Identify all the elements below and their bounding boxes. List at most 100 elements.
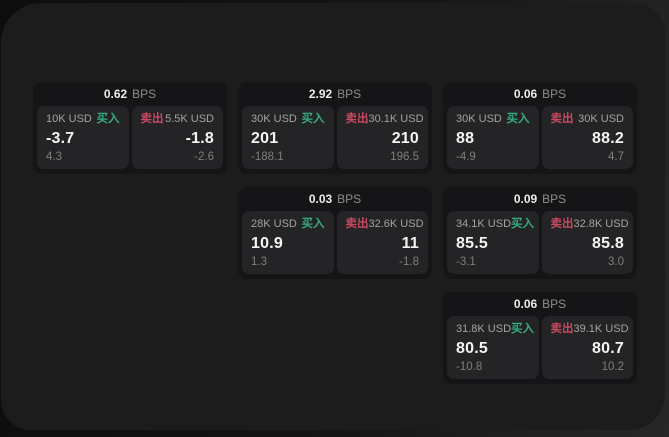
sell-price: 11	[401, 234, 419, 252]
quote-card-0: 0.62 BPS 10K USD 买入 -3.7 4.3 卖出 5.5K USD…	[33, 82, 227, 174]
buy-amount: 30K USD	[251, 113, 297, 125]
sell-top-row: 卖出 30.1K USD	[345, 113, 424, 125]
bps-unit-label: BPS	[337, 87, 362, 101]
sell-delta: 10.2	[601, 361, 624, 373]
buy-pane[interactable]: 34.1K USD 买入 85.5 -3.1	[447, 211, 539, 274]
buy-side-label: 买入	[301, 113, 325, 125]
buy-amount: 31.8K USD	[456, 323, 512, 335]
sell-price: 210	[391, 129, 419, 147]
quote-panes: 30K USD 买入 88 -4.9 卖出 30K USD 88.2 4.7	[443, 106, 637, 169]
buy-price: -3.7	[46, 129, 75, 147]
buy-delta: -10.8	[456, 361, 483, 373]
bps-unit-label: BPS	[542, 192, 567, 206]
buy-price: 80.5	[456, 339, 488, 357]
bps-header: 0.06 BPS	[443, 82, 637, 106]
bps-header: 0.62 BPS	[33, 82, 227, 106]
buy-pane[interactable]: 31.8K USD 买入 80.5 -10.8	[447, 316, 539, 379]
sell-side-label: 卖出	[345, 113, 369, 125]
quote-panes: 34.1K USD 买入 85.5 -3.1 卖出 32.8K USD 85.8…	[443, 211, 637, 274]
app-window: 0.62 BPS 10K USD 买入 -3.7 4.3 卖出 5.5K USD…	[1, 3, 665, 430]
bps-value: 0.09	[513, 192, 538, 206]
buy-pane[interactable]: 28K USD 买入 10.9 1.3	[242, 211, 334, 274]
sell-top-row: 卖出 32.6K USD	[345, 218, 424, 230]
bps-value: 0.06	[513, 297, 538, 311]
bps-header: 0.03 BPS	[238, 187, 432, 211]
buy-top-row: 30K USD 买入	[251, 113, 325, 125]
buy-amount: 34.1K USD	[456, 218, 512, 230]
buy-top-row: 10K USD 买入	[46, 113, 120, 125]
sell-delta: -1.8	[399, 256, 419, 268]
sell-side-label: 卖出	[140, 113, 164, 125]
buy-top-row: 30K USD 买入	[456, 113, 530, 125]
buy-amount: 28K USD	[251, 218, 297, 230]
sell-delta: -2.6	[194, 151, 214, 163]
sell-top-row: 卖出 32.8K USD	[550, 218, 629, 230]
buy-delta: -3.1	[456, 256, 476, 268]
sell-delta: 196.5	[390, 151, 419, 163]
sell-pane[interactable]: 卖出 30.1K USD 210 196.5	[336, 106, 428, 169]
buy-top-row: 28K USD 买入	[251, 218, 325, 230]
sell-pane[interactable]: 卖出 30K USD 88.2 4.7	[541, 106, 633, 169]
sell-delta: 4.7	[608, 151, 624, 163]
buy-side-label: 买入	[506, 113, 530, 125]
buy-pane[interactable]: 30K USD 买入 201 -188.1	[242, 106, 334, 169]
quote-card-4: 0.09 BPS 34.1K USD 买入 85.5 -3.1 卖出 32.8K…	[443, 187, 637, 279]
sell-pane[interactable]: 卖出 5.5K USD -1.8 -2.6	[131, 106, 223, 169]
quote-card-2: 0.06 BPS 30K USD 买入 88 -4.9 卖出 30K USD 8…	[443, 82, 637, 174]
bps-value: 0.03	[308, 192, 333, 206]
buy-side-label: 买入	[511, 218, 535, 230]
quote-panes: 31.8K USD 买入 80.5 -10.8 卖出 39.1K USD 80.…	[443, 316, 637, 379]
buy-amount: 30K USD	[456, 113, 502, 125]
sell-amount: 30.1K USD	[368, 113, 424, 125]
buy-delta: 1.3	[251, 256, 267, 268]
bps-header: 0.06 BPS	[443, 292, 637, 316]
buy-price: 10.9	[251, 234, 283, 252]
bps-value: 0.62	[103, 87, 128, 101]
sell-pane[interactable]: 卖出 39.1K USD 80.7 10.2	[541, 316, 633, 379]
buy-price: 85.5	[456, 234, 488, 252]
sell-price: 85.8	[592, 234, 624, 252]
bps-unit-label: BPS	[132, 87, 157, 101]
sell-side-label: 卖出	[550, 218, 574, 230]
sell-pane[interactable]: 卖出 32.6K USD 11 -1.8	[336, 211, 428, 274]
sell-side-label: 卖出	[550, 113, 574, 125]
bps-value: 2.92	[308, 87, 333, 101]
sell-amount: 32.8K USD	[573, 218, 629, 230]
sell-pane[interactable]: 卖出 32.8K USD 85.8 3.0	[541, 211, 633, 274]
buy-pane[interactable]: 30K USD 买入 88 -4.9	[447, 106, 539, 169]
bps-header: 0.09 BPS	[443, 187, 637, 211]
sell-price: 88.2	[592, 129, 624, 147]
sell-side-label: 卖出	[345, 218, 369, 230]
bps-header: 2.92 BPS	[238, 82, 432, 106]
quote-card-5: 0.06 BPS 31.8K USD 买入 80.5 -10.8 卖出 39.1…	[443, 292, 637, 384]
sell-top-row: 卖出 39.1K USD	[550, 323, 629, 335]
sell-amount: 39.1K USD	[573, 323, 629, 335]
quote-panes: 10K USD 买入 -3.7 4.3 卖出 5.5K USD -1.8 -2.…	[33, 106, 227, 169]
buy-top-row: 34.1K USD 买入	[456, 218, 534, 230]
buy-delta: 4.3	[46, 151, 62, 163]
bps-value: 0.06	[513, 87, 538, 101]
quote-card-1: 2.92 BPS 30K USD 买入 201 -188.1 卖出 30.1K …	[238, 82, 432, 174]
sell-price: 80.7	[592, 339, 624, 357]
buy-side-label: 买入	[511, 323, 535, 335]
buy-side-label: 买入	[96, 113, 120, 125]
buy-amount: 10K USD	[46, 113, 92, 125]
sell-side-label: 卖出	[550, 323, 574, 335]
sell-top-row: 卖出 5.5K USD	[141, 113, 215, 125]
sell-amount: 5.5K USD	[165, 113, 214, 125]
quote-card-3: 0.03 BPS 28K USD 买入 10.9 1.3 卖出 32.6K US…	[238, 187, 432, 279]
buy-delta: -188.1	[251, 151, 284, 163]
sell-price: -1.8	[185, 129, 214, 147]
buy-price: 88	[456, 129, 475, 147]
bps-unit-label: BPS	[337, 192, 362, 206]
buy-delta: -4.9	[456, 151, 476, 163]
quote-panes: 30K USD 买入 201 -188.1 卖出 30.1K USD 210 1…	[238, 106, 432, 169]
sell-delta: 3.0	[608, 256, 624, 268]
buy-top-row: 31.8K USD 买入	[456, 323, 534, 335]
buy-pane[interactable]: 10K USD 买入 -3.7 4.3	[37, 106, 129, 169]
bps-unit-label: BPS	[542, 87, 567, 101]
sell-top-row: 卖出 30K USD	[551, 113, 625, 125]
quote-panes: 28K USD 买入 10.9 1.3 卖出 32.6K USD 11 -1.8	[238, 211, 432, 274]
buy-side-label: 买入	[301, 218, 325, 230]
buy-price: 201	[251, 129, 279, 147]
